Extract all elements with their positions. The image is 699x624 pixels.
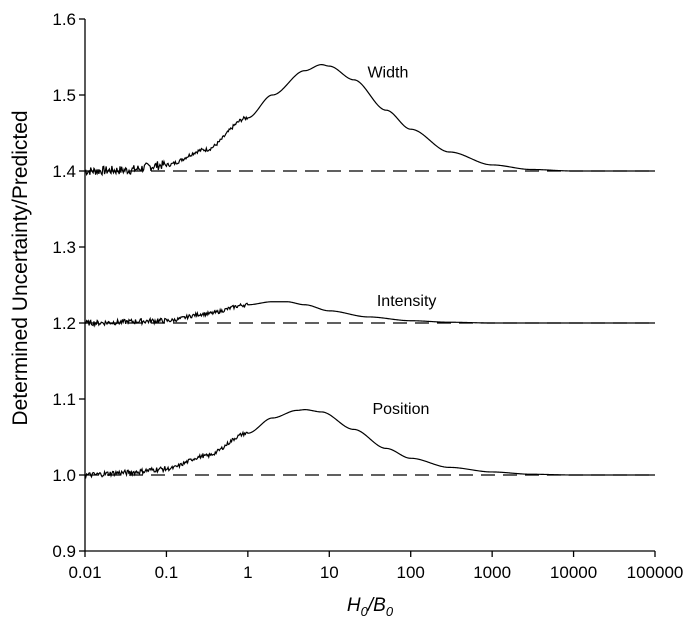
x-tick-label: 100000 [627, 563, 684, 582]
y-axis-label: Determined Uncertainty/Predicted [9, 110, 32, 425]
series-label-intensity: Intensity [377, 293, 437, 310]
curve-width [84, 63, 655, 177]
x-tick-label: 0.01 [68, 563, 101, 582]
x-label-slash: /B [366, 595, 386, 616]
x-label-sub0b: 0 [386, 604, 394, 619]
x-label-h: H [347, 595, 361, 616]
y-tick-label: 1.5 [52, 86, 76, 105]
y-tick-label: 1.2 [52, 314, 76, 333]
y-tick-label: 1.0 [52, 466, 76, 485]
x-tick-label: 10 [320, 563, 339, 582]
x-tick-label: 100 [397, 563, 425, 582]
x-tick-label: 1000 [473, 563, 511, 582]
y-tick-label: 1.4 [52, 162, 76, 181]
y-tick-label: 1.6 [52, 10, 76, 29]
x-tick-label: 10000 [550, 563, 597, 582]
y-ticks: 0.9 1.0 1.1 1.2 1.3 1.4 1.5 1.6 [52, 10, 85, 561]
series-curves [84, 63, 655, 480]
plot-axes [84, 19, 655, 552]
series-label-width: Width [367, 64, 408, 81]
y-tick-label: 0.9 [52, 542, 76, 561]
x-label-sub0: 0 [361, 604, 369, 619]
curve-intensity [84, 301, 655, 328]
series-label-position: Position [372, 401, 429, 418]
x-tick-label: 1 [243, 563, 252, 582]
y-tick-label: 1.1 [52, 390, 76, 409]
x-ticks: 0.01 0.1 1 10 100 1000 10000 100000 [68, 551, 683, 582]
x-tick-label: 0.1 [155, 563, 179, 582]
y-tick-label: 1.3 [52, 238, 76, 257]
curve-position [84, 409, 655, 480]
series-labels: Width Intensity Position [367, 64, 436, 418]
x-axis-label: H0/B0 [347, 595, 394, 619]
